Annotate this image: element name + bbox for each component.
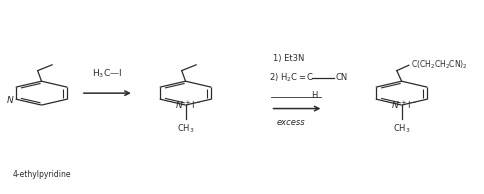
Text: +: + [184, 100, 190, 106]
Text: excess: excess [276, 118, 305, 126]
Text: N: N [392, 101, 399, 110]
Text: CN: CN [335, 73, 348, 82]
Text: N: N [7, 96, 14, 105]
Text: H: H [311, 91, 318, 100]
Text: I$^-$: I$^-$ [191, 99, 201, 110]
Text: CH$_3$: CH$_3$ [177, 122, 194, 135]
Text: N: N [176, 101, 182, 110]
Text: CH$_3$: CH$_3$ [393, 122, 410, 135]
Text: 4-ethylpyridine: 4-ethylpyridine [12, 170, 71, 178]
Text: 1) Et3N: 1) Et3N [273, 54, 304, 63]
Text: I$^-$: I$^-$ [407, 99, 417, 110]
Text: +: + [400, 100, 406, 106]
Text: 2) H$_2$C$=$C: 2) H$_2$C$=$C [269, 71, 314, 84]
Text: C(CH$_2$CH$_2$CN)$_2$: C(CH$_2$CH$_2$CN)$_2$ [411, 58, 468, 70]
Text: H$_3$C—I: H$_3$C—I [92, 68, 122, 80]
